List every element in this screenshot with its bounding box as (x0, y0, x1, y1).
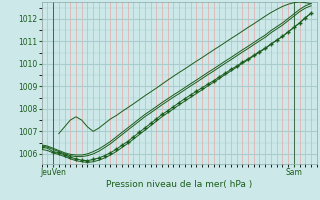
X-axis label: Pression niveau de la mer( hPa ): Pression niveau de la mer( hPa ) (106, 180, 252, 189)
